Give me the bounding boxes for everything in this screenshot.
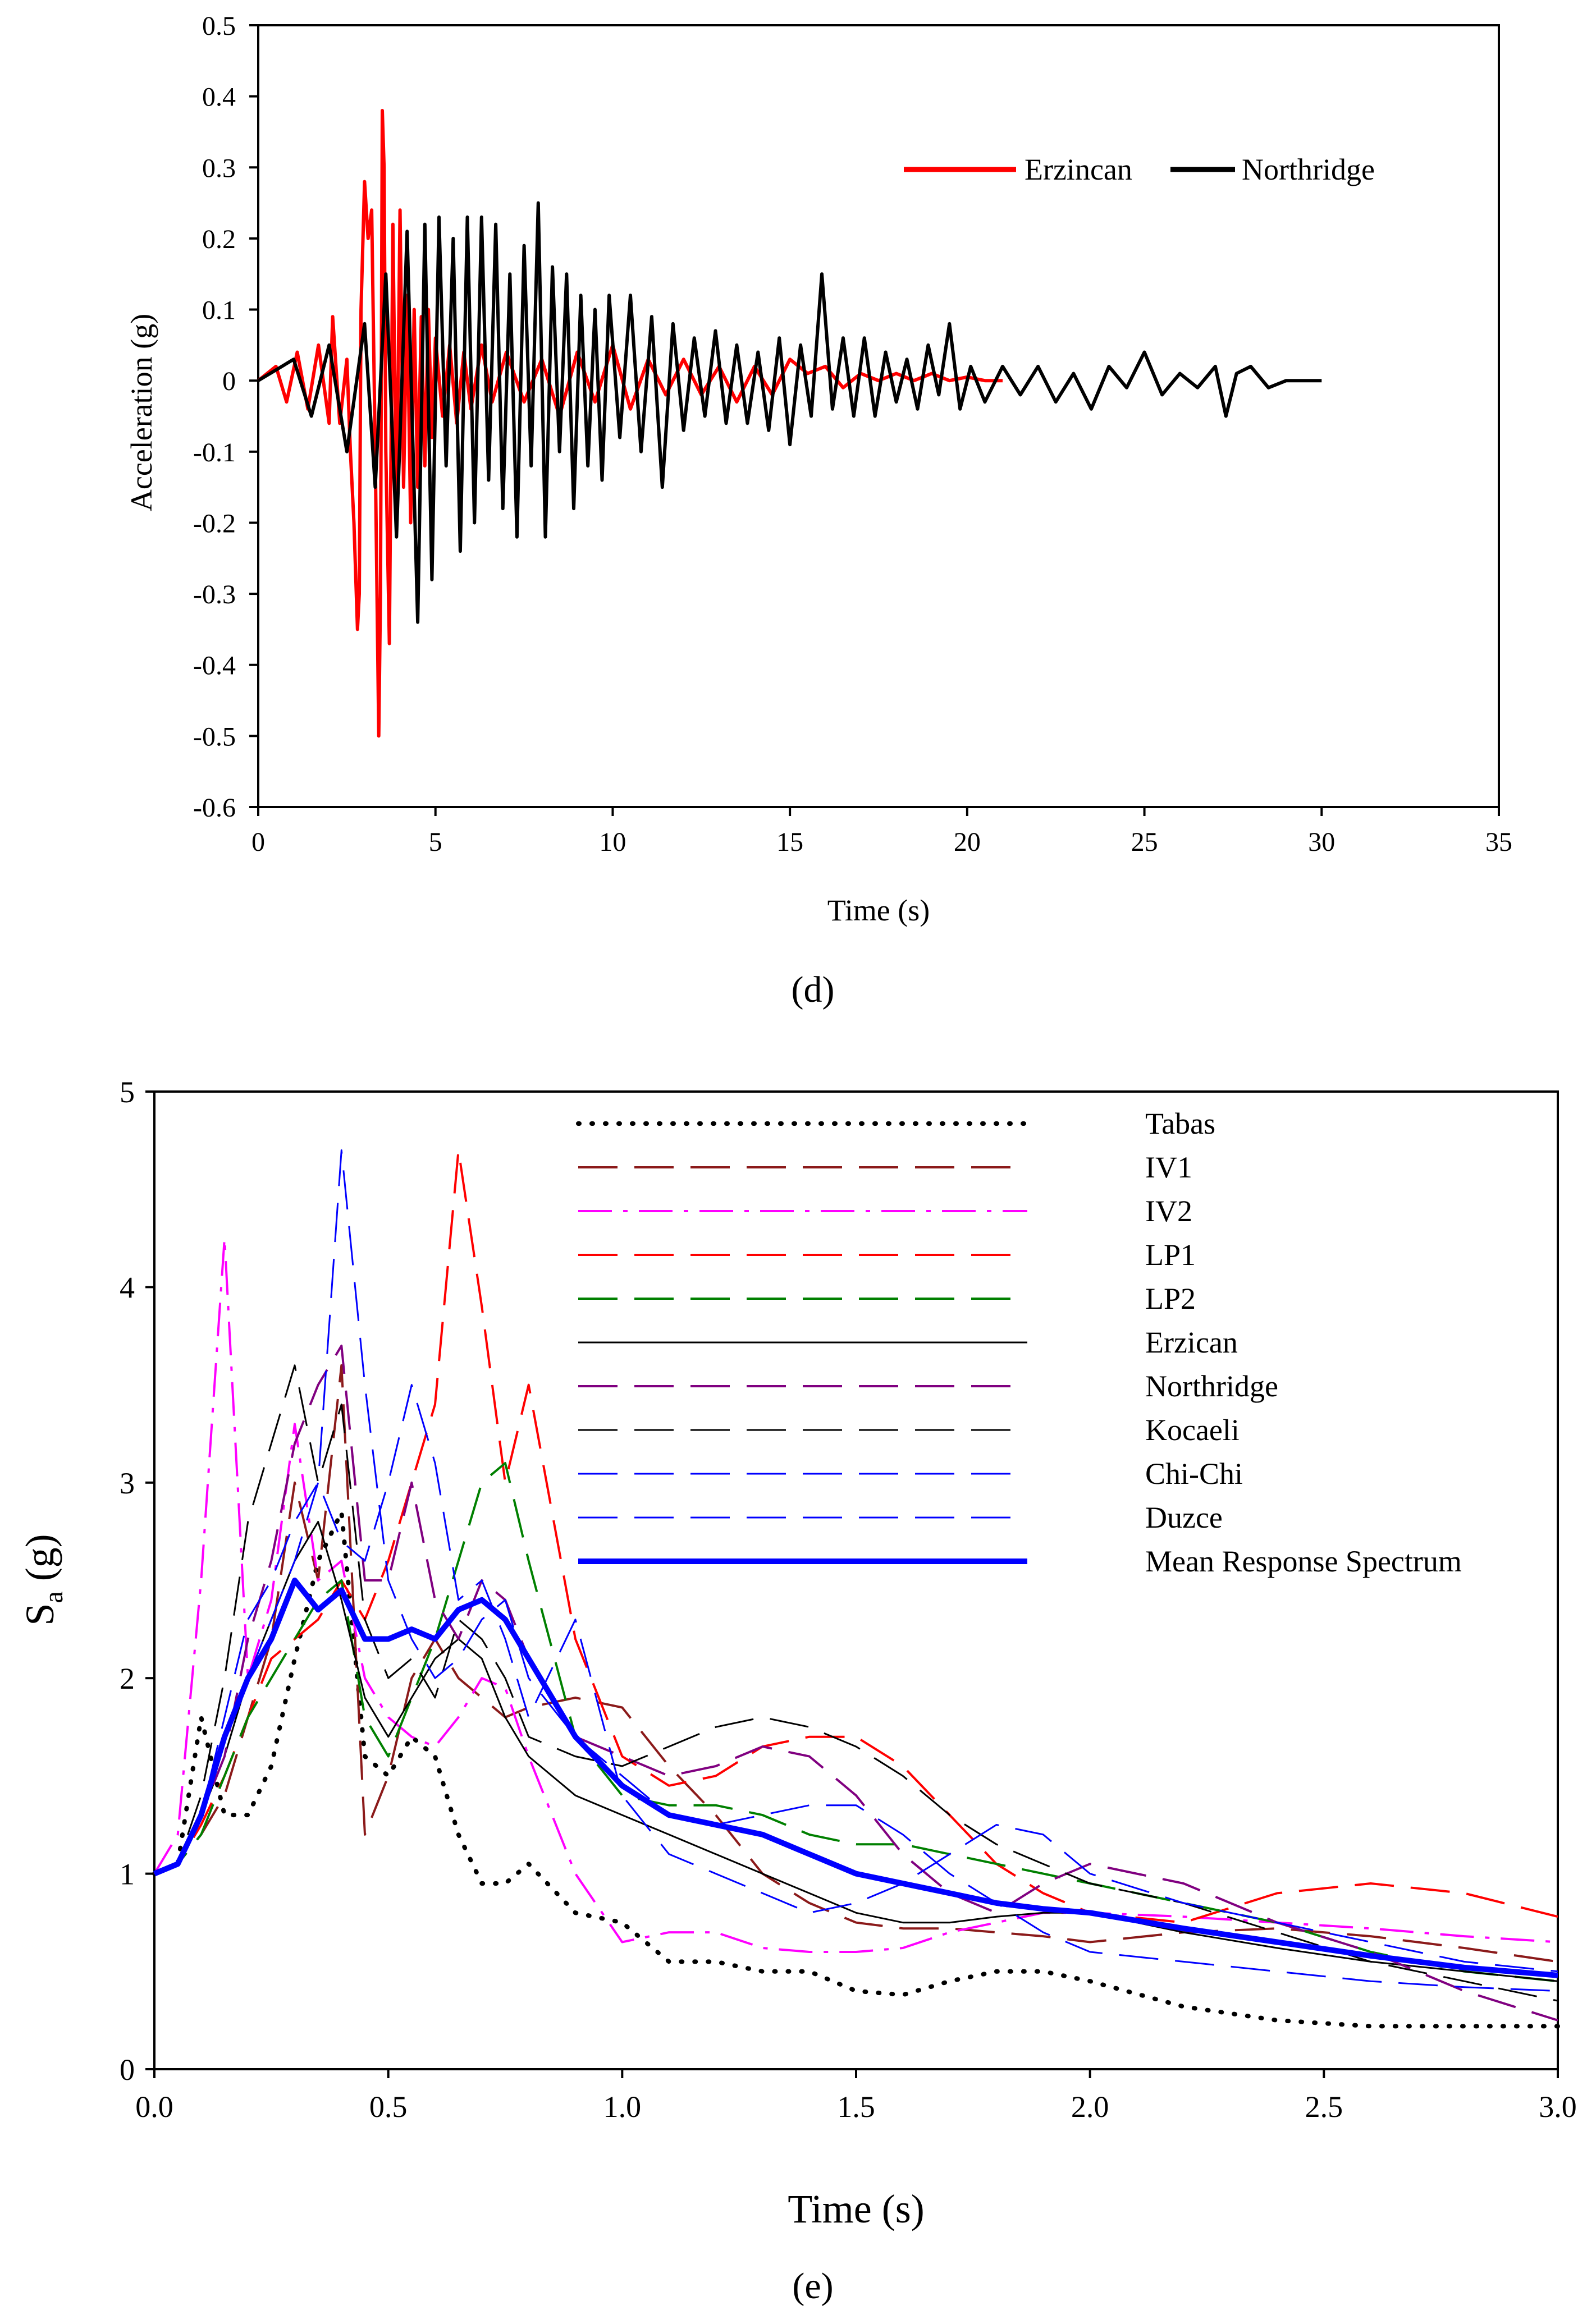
- chart-e-x-tick-label: 3.0: [1539, 2090, 1577, 2124]
- chart-e-legend-label-kocaeli: Kocaeli: [1145, 1413, 1240, 1447]
- chart-e-series-line-kocaeli: [154, 1364, 1558, 2002]
- chart-d-x-tick-label: 20: [954, 827, 981, 857]
- chart-e-series-line-chi-chi: [154, 1384, 1558, 1973]
- chart-d-y-tick-label: -0.3: [193, 580, 236, 609]
- chart-e-x-tick-label: 0.0: [135, 2090, 173, 2124]
- chart-e-legend-label-lp2: LP2: [1145, 1282, 1196, 1315]
- chart-d-series-line-erzincan: [257, 109, 1003, 738]
- chart-d-y-tick-label: 0.3: [202, 153, 236, 183]
- chart-e-legend-label-chi-chi: Chi-Chi: [1145, 1457, 1243, 1491]
- chart-e-x-tick-label: 0.5: [369, 2090, 408, 2124]
- chart-e-series-line-erzican: [154, 1521, 1558, 1982]
- chart-d-x-tick-label: 10: [599, 827, 626, 857]
- chart-e-series-line-northridge: [154, 1344, 1558, 2022]
- chart-d-y-axis-label: Acceleration (g): [125, 314, 158, 511]
- chart-e-legend-label-iv2: IV2: [1145, 1194, 1192, 1228]
- chart-e-legend-label-mean-response-spectrum: Mean Response Spectrum: [1145, 1544, 1462, 1578]
- chart-d-x-tick-label: 0: [251, 827, 265, 857]
- chart-e-legend: Tabas IV1 IV2 LP1 LP2 Erzican Northridge Kocael…: [576, 1107, 1462, 1578]
- chart-d-y-tick-label: 0.1: [202, 296, 236, 326]
- chart-e-x-tick-label: 1.5: [837, 2090, 875, 2124]
- chart-d-y-tick-label: 0.2: [202, 224, 236, 254]
- chart-e-x-tick-label: 2.5: [1305, 2090, 1343, 2124]
- chart-e-legend-label-iv1: IV1: [1145, 1150, 1192, 1184]
- chart-d-y-tick-label: -0.5: [193, 722, 236, 751]
- chart-d-y-tick-label: 0.5: [202, 11, 236, 41]
- chart-d-x-tick-label: 25: [1131, 827, 1158, 857]
- chart-d-panel-label: (d): [792, 969, 835, 1010]
- chart-e-series-line-lp2: [154, 1462, 1558, 1983]
- chart-e-y-tick-label: 1: [120, 1858, 135, 1891]
- chart-e-legend-label-erzican: Erzican: [1145, 1326, 1238, 1359]
- chart-d-y-tick-label: -0.6: [193, 793, 236, 823]
- chart-e-x-tick-label: 1.0: [603, 2090, 642, 2124]
- chart-d: 0 5 10 15 20 25 30 35 0.5 0.4 0.3 0.2 0.1 0 -0.1 -0.2 -0…: [125, 11, 1512, 1010]
- chart-e-y-tick-label: 5: [120, 1075, 135, 1109]
- chart-d-plot-area: [257, 24, 1500, 808]
- chart-e-x-tick-label: 2.0: [1071, 2090, 1109, 2124]
- chart-e-series-line-lp1: [154, 1149, 1558, 1924]
- chart-d-x-tick-label: 30: [1308, 827, 1335, 857]
- chart-d-y-tick-label: -0.2: [193, 508, 236, 538]
- chart-e-series-line-mean-response-spectrum: [153, 1578, 1558, 1978]
- chart-d-y-tick-label: 0: [222, 366, 236, 396]
- chart-d-series-line-northridge: [257, 201, 1322, 624]
- chart-d-legend: Erzincan Northridge: [904, 153, 1375, 186]
- chart-d-x-tick-label: 5: [429, 827, 442, 857]
- chart-d-x-tick-label: 15: [776, 827, 803, 857]
- chart-e-legend-label-northridge: Northridge: [1145, 1369, 1278, 1403]
- chart-e-series-line-duzce: [154, 1149, 1558, 1992]
- chart-e-x-axis-label: Time (s): [788, 2187, 924, 2231]
- chart-e-y-tick-label: 2: [120, 1662, 135, 1695]
- chart-e-y-tick-label: 0: [120, 2053, 135, 2087]
- chart-e-y-tick-label: 4: [120, 1271, 135, 1304]
- chart-d-legend-label-erzincan: Erzincan: [1025, 153, 1132, 186]
- chart-e-y-axis-label: Sa (g): [17, 1534, 68, 1625]
- chart-d-y-tick-label: -0.4: [193, 651, 236, 681]
- chart-e-legend-label-tabas: Tabas: [1145, 1107, 1215, 1140]
- chart-e-legend-label-lp1: LP1: [1145, 1238, 1196, 1272]
- chart-d-legend-label-northridge: Northridge: [1242, 153, 1375, 186]
- chart-d-y-tick-label: 0.4: [202, 82, 236, 112]
- chart-d-y-tick-label: -0.1: [193, 438, 236, 467]
- chart-e-legend-label-duzce: Duzce: [1145, 1501, 1223, 1534]
- chart-e-y-tick-label: 3: [120, 1466, 135, 1500]
- chart-e-panel-label: (e): [792, 2266, 833, 2307]
- chart-e-series-line-tabas: [152, 1510, 1560, 2029]
- chart-d-x-tick-label: 35: [1485, 827, 1512, 857]
- chart-d-x-axis-label: Time (s): [827, 893, 930, 927]
- chart-e: 0.0 0.5 1.0 1.5 2.0 2.5 3.0 5 4 3 2 1 0 Tabas IV1 IV2 L…: [17, 1075, 1577, 2307]
